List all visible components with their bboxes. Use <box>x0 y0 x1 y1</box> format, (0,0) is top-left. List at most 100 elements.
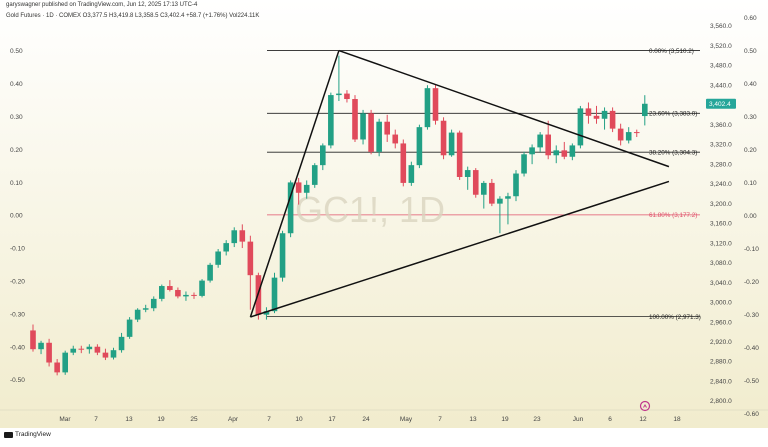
candle[interactable] <box>134 308 141 323</box>
candle[interactable] <box>408 161 415 186</box>
candle[interactable] <box>400 139 407 187</box>
candle[interactable] <box>247 235 254 310</box>
candle[interactable] <box>609 107 616 133</box>
candle[interactable] <box>529 144 535 165</box>
candle[interactable] <box>497 196 503 234</box>
candle[interactable] <box>239 224 246 249</box>
candle[interactable] <box>271 272 278 314</box>
candle-body <box>384 121 390 135</box>
price-axis-tick: 3,240.0 <box>710 181 732 188</box>
candle[interactable] <box>545 120 551 160</box>
candle[interactable] <box>448 129 455 157</box>
candle[interactable] <box>126 317 133 339</box>
candle[interactable] <box>368 109 374 155</box>
candle[interactable] <box>521 151 527 177</box>
candle-body <box>416 127 423 166</box>
candle[interactable] <box>118 332 125 353</box>
last-price-label: 3,402.4 <box>709 101 731 108</box>
candle[interactable] <box>142 304 149 313</box>
candle[interactable] <box>78 345 85 354</box>
candle[interactable] <box>150 296 157 312</box>
candle-body <box>642 103 648 117</box>
candle[interactable] <box>287 180 294 238</box>
candle[interactable] <box>110 347 117 360</box>
candle[interactable] <box>424 85 431 130</box>
candle[interactable] <box>577 105 584 149</box>
candle[interactable] <box>70 345 77 356</box>
time-axis-tick: 7 <box>94 416 98 423</box>
candle[interactable] <box>489 178 495 207</box>
trendline-upper[interactable] <box>338 49 670 168</box>
candle[interactable] <box>46 338 52 367</box>
candle[interactable] <box>102 348 109 361</box>
candle[interactable] <box>513 170 519 202</box>
candle-body <box>432 88 439 121</box>
candle[interactable] <box>456 130 463 180</box>
candle[interactable] <box>553 145 560 164</box>
candle[interactable] <box>464 166 471 190</box>
candle[interactable] <box>352 95 358 142</box>
price-axis-tick: 3,120.0 <box>710 240 732 247</box>
candle[interactable] <box>593 105 600 124</box>
trendline-lower[interactable] <box>250 180 670 318</box>
jump-to-date-icon[interactable] <box>639 400 651 412</box>
candle[interactable] <box>472 168 479 198</box>
candle[interactable] <box>642 95 648 126</box>
candle[interactable] <box>625 127 632 144</box>
candle-body <box>481 182 487 195</box>
candle[interactable] <box>481 180 487 209</box>
candle[interactable] <box>569 143 576 161</box>
candle[interactable] <box>183 291 189 301</box>
candle[interactable] <box>175 287 181 299</box>
candle[interactable] <box>30 324 36 352</box>
candle[interactable] <box>223 240 229 256</box>
candle[interactable] <box>207 262 213 283</box>
candle[interactable] <box>295 177 302 205</box>
candle[interactable] <box>440 117 447 160</box>
candle[interactable] <box>279 230 286 282</box>
candle[interactable] <box>384 114 390 142</box>
trendlines[interactable] <box>249 49 670 318</box>
trendline-rise[interactable] <box>249 50 340 318</box>
candle[interactable] <box>303 180 310 199</box>
candle[interactable] <box>601 107 608 130</box>
candle[interactable] <box>159 284 165 302</box>
time-axis-tick: Mar <box>59 416 71 423</box>
candle[interactable] <box>392 129 399 149</box>
candle-body <box>126 319 133 337</box>
candle[interactable] <box>191 292 197 299</box>
candle[interactable] <box>38 340 44 355</box>
candle[interactable] <box>320 143 326 171</box>
fib-level-label: 23.60% (3,383.0) <box>649 111 697 118</box>
candle-body <box>247 241 254 276</box>
candle[interactable] <box>328 92 334 149</box>
right-axis-tick: -0.40 <box>744 345 759 352</box>
candle-body <box>183 294 189 297</box>
candle[interactable] <box>617 123 624 146</box>
candle[interactable] <box>311 163 318 188</box>
candle[interactable] <box>215 249 221 268</box>
candle[interactable] <box>94 344 101 356</box>
candle[interactable] <box>62 350 68 375</box>
candle[interactable] <box>432 84 439 125</box>
candle[interactable] <box>505 192 511 225</box>
candle[interactable] <box>263 307 270 320</box>
candle-body <box>601 110 608 119</box>
candle[interactable] <box>633 129 640 138</box>
candle[interactable] <box>376 118 382 157</box>
candle[interactable] <box>167 280 173 292</box>
candle[interactable] <box>585 102 592 124</box>
candle[interactable] <box>336 55 342 101</box>
candle[interactable] <box>416 124 423 169</box>
candle[interactable] <box>360 109 366 145</box>
candle[interactable] <box>344 90 350 103</box>
right-axis-tick: 0.20 <box>744 147 757 154</box>
candle[interactable] <box>537 132 543 152</box>
candle[interactable] <box>86 344 93 354</box>
candle[interactable] <box>231 227 238 248</box>
candle[interactable] <box>54 359 60 376</box>
candle[interactable] <box>561 141 568 160</box>
candle[interactable] <box>199 279 205 298</box>
candle[interactable] <box>255 272 262 320</box>
